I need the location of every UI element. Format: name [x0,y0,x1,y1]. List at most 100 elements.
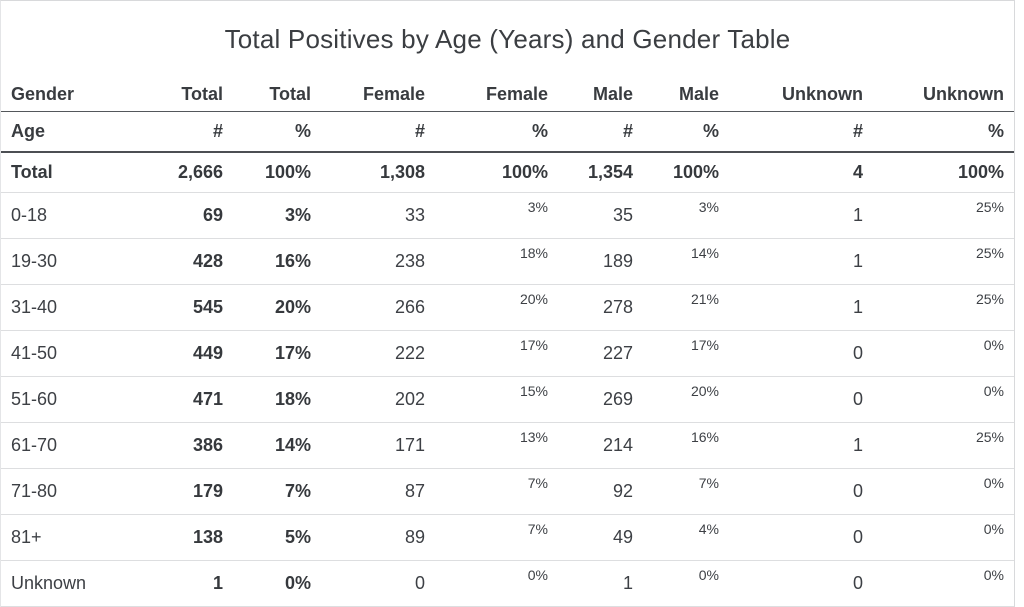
cell-unknown-pct: 25% [873,422,1014,469]
cell-total-pct: 20% [233,284,321,331]
cell-female-count: 266 [321,284,435,331]
cell-total-pct: 5% [233,514,321,561]
cell-male-pct: 3% [643,192,729,239]
cell-unknown-pct: 0% [873,468,1014,515]
cell-female-count: 0 [321,560,435,607]
cell-unknown-pct: 25% [873,238,1014,285]
header-cell-male: Male [558,78,643,112]
header-cell-total: Total [151,78,233,112]
table-row: 19-30 428 16% 238 18% 189 14% 1 25% [1,238,1014,285]
cell-male-count: 1,354 [558,152,643,193]
cell-unknown-pct: 0% [873,514,1014,561]
cell-male-count: 49 [558,514,643,561]
cell-female-pct: 0% [435,560,558,607]
cell-female-pct: 7% [435,514,558,561]
cell-female-pct: 20% [435,284,558,331]
cell-male-count: 278 [558,284,643,331]
table-header: Gender Total Total Female Female Male Ma… [1,78,1014,153]
cell-male-count: 214 [558,422,643,469]
table-row: Unknown 1 0% 0 0% 1 0% 0 0% [1,560,1014,607]
cell-female-count: 33 [321,192,435,239]
table-body: Total 2,666 100% 1,308 100% 1,354 100% 4… [1,152,1014,607]
cell-unknown-count: 4 [729,152,873,193]
header-cell-pct-sign: % [873,111,1014,153]
cell-unknown-count: 1 [729,284,873,331]
cell-unknown-pct: 0% [873,560,1014,607]
cell-male-count: 189 [558,238,643,285]
cell-male-pct: 21% [643,284,729,331]
cell-total-count: 471 [151,376,233,423]
cell-male-count: 35 [558,192,643,239]
cell-female-pct: 17% [435,330,558,377]
positives-by-age-gender-table: Gender Total Total Female Female Male Ma… [1,78,1014,607]
cell-male-pct: 17% [643,330,729,377]
cell-female-count: 222 [321,330,435,377]
cell-unknown-count: 1 [729,238,873,285]
header-cell-pct-sign: % [233,111,321,153]
cell-age-group: 19-30 [1,238,151,285]
cell-female-count: 171 [321,422,435,469]
cell-female-pct: 100% [435,152,558,193]
table-row: 61-70 386 14% 171 13% 214 16% 1 25% [1,422,1014,469]
cell-male-pct: 20% [643,376,729,423]
cell-female-pct: 18% [435,238,558,285]
header-cell-pct-sign: % [643,111,729,153]
cell-total-pct: 3% [233,192,321,239]
cell-unknown-pct: 25% [873,192,1014,239]
cell-male-pct: 100% [643,152,729,193]
cell-unknown-count: 0 [729,560,873,607]
cell-total-pct: 7% [233,468,321,515]
cell-unknown-count: 1 [729,422,873,469]
cell-age-group: 51-60 [1,376,151,423]
cell-total-pct: 0% [233,560,321,607]
cell-total-count: 545 [151,284,233,331]
header-cell-female: Female [435,78,558,112]
header-row-gender: Gender Total Total Female Female Male Ma… [1,78,1014,112]
cell-male-pct: 14% [643,238,729,285]
cell-age-group: Unknown [1,560,151,607]
header-cell-unknown: Unknown [729,78,873,112]
cell-total-pct: 100% [233,152,321,193]
cell-male-count: 92 [558,468,643,515]
cell-total-count: 2,666 [151,152,233,193]
cell-age-group: 71-80 [1,468,151,515]
cell-total-count: 69 [151,192,233,239]
cell-total-count: 138 [151,514,233,561]
cell-male-pct: 0% [643,560,729,607]
header-cell-female: Female [321,78,435,112]
header-row-age: Age # % # % # % # % [1,111,1014,153]
cell-age-group: Total [1,152,151,193]
cell-male-count: 227 [558,330,643,377]
header-cell-unknown: Unknown [873,78,1014,112]
cell-unknown-count: 0 [729,514,873,561]
cell-age-group: 0-18 [1,192,151,239]
header-cell-count-sign: # [151,111,233,153]
cell-age-group: 41-50 [1,330,151,377]
cell-female-pct: 3% [435,192,558,239]
header-cell-count-sign: # [558,111,643,153]
cell-total-pct: 14% [233,422,321,469]
cell-unknown-count: 1 [729,192,873,239]
cell-female-count: 202 [321,376,435,423]
cell-unknown-pct: 100% [873,152,1014,193]
cell-unknown-pct: 25% [873,284,1014,331]
cell-male-pct: 16% [643,422,729,469]
cell-unknown-count: 0 [729,468,873,515]
header-cell-total: Total [233,78,321,112]
title-bar: Total Positives by Age (Years) and Gende… [1,1,1014,78]
header-cell-count-sign: # [321,111,435,153]
cell-unknown-count: 0 [729,376,873,423]
cell-female-pct: 7% [435,468,558,515]
cell-total-pct: 18% [233,376,321,423]
cell-unknown-pct: 0% [873,376,1014,423]
cell-female-pct: 15% [435,376,558,423]
cell-female-pct: 13% [435,422,558,469]
table-row: 71-80 179 7% 87 7% 92 7% 0 0% [1,468,1014,515]
cell-male-pct: 4% [643,514,729,561]
table-row: 0-18 69 3% 33 3% 35 3% 1 25% [1,192,1014,239]
cell-female-count: 89 [321,514,435,561]
header-cell-age: Age [1,111,151,153]
cell-total-count: 449 [151,330,233,377]
cell-male-count: 1 [558,560,643,607]
